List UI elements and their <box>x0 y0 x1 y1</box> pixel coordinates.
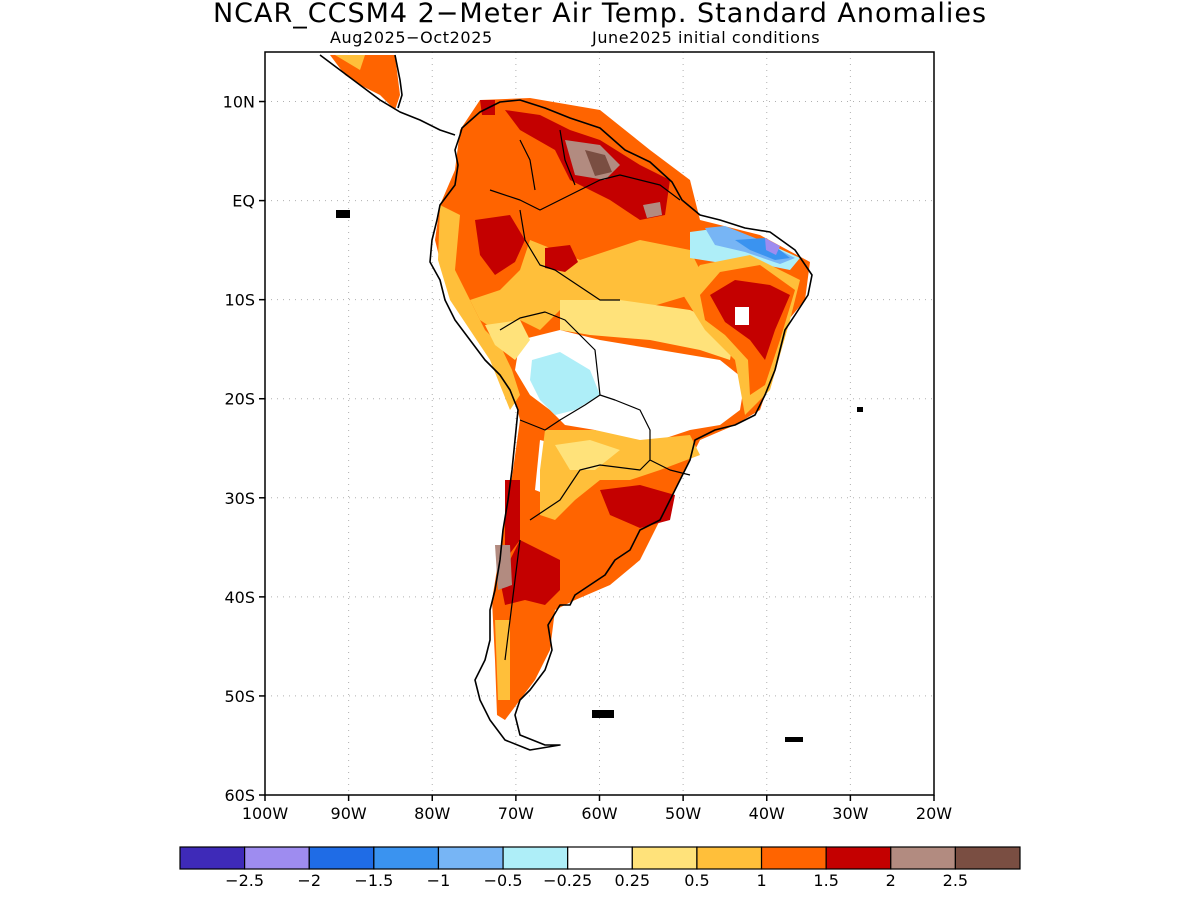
lon-tick-label: 50W <box>665 804 701 823</box>
lat-tick-label: 30S <box>224 489 255 508</box>
colorbar-tick-label: −1.5 <box>354 871 393 890</box>
lat-tick-label: 60S <box>224 786 255 805</box>
colorbar-tick-label: −0.5 <box>484 871 523 890</box>
colorbar-tick-label: 0.25 <box>614 871 650 890</box>
lon-tick-label: 80W <box>414 804 450 823</box>
lon-tick-label: 90W <box>331 804 367 823</box>
lon-tick-label: 70W <box>498 804 534 823</box>
islands <box>336 210 863 742</box>
colorbar-swatch <box>825 846 892 870</box>
colorbar-tick-label: 2.5 <box>943 871 968 890</box>
anomaly-region-cool-interior <box>530 352 600 415</box>
anomaly-region-south-brazil-hot <box>600 485 675 528</box>
colorbar-tick-label: 1.5 <box>813 871 838 890</box>
chart-title: NCAR_CCSM4 2−Meter Air Temp. Standard An… <box>212 0 988 29</box>
colorbar-swatch <box>437 846 504 870</box>
colorbar-swatch <box>179 846 246 870</box>
lat-tick-label: EQ <box>232 192 255 211</box>
lat-tick-label: 50S <box>224 687 255 706</box>
lat-tick-label: 10S <box>224 291 255 310</box>
colorbar-tick-label: −1 <box>427 871 451 890</box>
anomaly-region-andes-light <box>438 205 520 410</box>
lat-tick-label: 20S <box>224 390 255 409</box>
anomaly-shading <box>330 55 810 720</box>
lon-tick-label: 60W <box>581 804 617 823</box>
caribbean-coast <box>394 54 403 109</box>
lat-tick-label: 10N <box>223 93 255 112</box>
anomaly-region-coldest-northeast <box>765 238 780 255</box>
colorbar: −2.5 −2 −1.5 −1 −0.5 −0.25 0.25 0.5 1 1.5 2 2.5 <box>179 846 1021 890</box>
lat-tick-label: 40S <box>224 588 255 607</box>
country-border-andes <box>499 209 691 661</box>
anomaly-region-central-america-light <box>335 55 365 70</box>
colorbar-tick-label: −2 <box>297 871 321 890</box>
island-trindade <box>857 407 863 412</box>
colorbar-swatch <box>244 846 310 870</box>
anomaly-region-guianas-extreme-east <box>643 202 662 218</box>
colorbar-swatch <box>631 846 698 870</box>
island-south-georgia <box>785 737 803 742</box>
longitude-axis: 100W 90W 80W 70W 60W 50W 40W 30W 20W <box>242 795 952 823</box>
chart-subtitle-init: June2025 initial conditions <box>592 28 821 47</box>
island-galapagos <box>336 210 350 218</box>
colorbar-tick-label: 0.5 <box>684 871 709 890</box>
anomaly-region-guianas-peak <box>585 150 612 176</box>
south-america-outline <box>429 99 813 751</box>
anomaly-region-missing <box>735 307 749 325</box>
chart-subtitle-period: Aug2025−Oct2025 <box>330 28 493 47</box>
anomaly-region-northeast-hottest <box>710 280 790 360</box>
colorbar-tick-label: 1 <box>756 871 766 890</box>
anomaly-region-patagonia-light <box>495 620 510 700</box>
anomaly-region-colder-northeast <box>735 238 790 260</box>
anomaly-region-amazon-hot-central <box>545 245 578 272</box>
colorbar-swatch <box>502 846 569 870</box>
colorbar-swatch <box>890 846 956 870</box>
country-border-north <box>489 129 681 211</box>
colorbar-swatch <box>308 846 375 870</box>
coastlines <box>319 54 813 751</box>
anomaly-region-andes-yellow <box>485 320 530 360</box>
colorbar-tick-label: 2 <box>886 871 896 890</box>
lon-tick-label: 30W <box>832 804 868 823</box>
lon-tick-label: 20W <box>916 804 952 823</box>
anomaly-region-chile-extreme <box>495 545 512 590</box>
latitude-axis: 10N EQ 10S 20S 30S 40S 50S 60S <box>223 93 265 805</box>
colorbar-swatch <box>567 846 633 870</box>
anomaly-region-yellow <box>560 300 735 360</box>
colorbar-swatch <box>760 846 827 870</box>
colorbar-swatch <box>696 846 763 870</box>
anomaly-region-chaco-yellow <box>555 440 620 470</box>
colorbar-tick-label: −0.25 <box>543 871 592 890</box>
lon-tick-label: 40W <box>749 804 785 823</box>
colorbar-swatch <box>373 846 440 870</box>
anomaly-region-patagonia-hot <box>500 540 560 605</box>
anomaly-region-central-america <box>330 55 400 110</box>
colorbar-swatch <box>954 846 1021 870</box>
anomaly-region-amazon-hot-west <box>475 215 525 275</box>
central-america-outline <box>319 54 456 136</box>
island-falklands <box>592 710 614 718</box>
colorbar-tick-label: −2.5 <box>225 871 264 890</box>
lon-tick-label: 100W <box>242 804 289 823</box>
